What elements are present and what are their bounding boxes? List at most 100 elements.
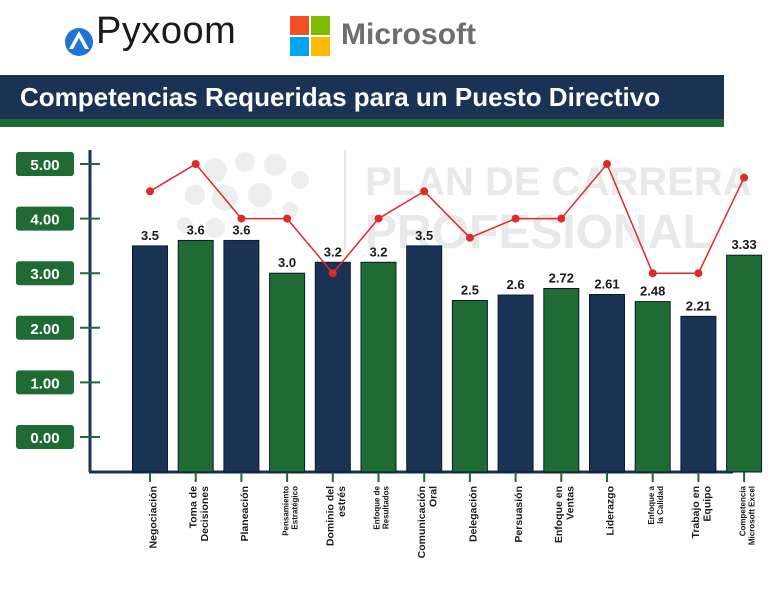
bar-value-label: 3.0 — [278, 255, 296, 270]
x-tick-label-group: Enfoque a la Calidad — [647, 485, 665, 524]
x-tick-label-group: Pensamiento Estratégico — [281, 486, 299, 536]
x-tick-label: Oral — [427, 486, 439, 507]
bar-value-label: 2.6 — [507, 277, 525, 292]
x-tick-label-group: Planeación — [239, 486, 251, 541]
x-tick-label: Enfoque en — [553, 486, 565, 543]
target-point — [465, 233, 474, 242]
x-tick-label-group: Enfoque de Resultados — [373, 485, 391, 529]
x-tick-label: Dominio del — [325, 486, 337, 546]
x-tick-label: Equipo — [702, 486, 714, 522]
x-tick-label: Comunicación — [416, 486, 428, 558]
target-point — [237, 214, 246, 223]
bar — [451, 300, 488, 473]
x-tick-label: Enfoque de — [373, 485, 382, 529]
page-title: Competencias Requeridas para un Puesto D… — [20, 82, 661, 112]
target-point — [740, 173, 749, 182]
target-point — [511, 214, 520, 223]
target-point — [557, 214, 566, 223]
watermark-line1: PLAN DE CARRERA — [365, 160, 752, 204]
x-tick-label: Competencia — [738, 485, 747, 536]
bar-value-label: 3.6 — [232, 222, 250, 237]
x-tick-label-group: Trabajo en Equipo — [690, 486, 714, 539]
bar-value-label: 2.72 — [549, 270, 574, 285]
target-point — [603, 160, 611, 168]
x-tick-label: Persuasión — [513, 486, 525, 543]
pyxoom-logo-icon — [65, 28, 93, 56]
microsoft-wordmark: Microsoft — [341, 18, 476, 51]
bar — [223, 239, 260, 473]
x-tick-label: Resultados — [382, 485, 391, 529]
target-point — [694, 269, 703, 278]
x-tick-label-group: Negociación — [148, 486, 160, 548]
target-line — [149, 162, 745, 275]
x-tick-label: Negociación — [148, 486, 160, 548]
target-point — [328, 269, 337, 278]
bar — [406, 245, 443, 473]
bar — [269, 272, 306, 473]
x-tick-label: estrés — [336, 486, 348, 517]
x-tick-label: Liderazgo — [605, 486, 617, 536]
x-tick-label: Enfoque a — [647, 485, 656, 524]
bar-value-label: 3.2 — [324, 244, 342, 259]
target-point — [420, 187, 429, 196]
target-point — [648, 269, 657, 278]
bar — [497, 294, 534, 473]
x-tick-label-group: Toma de Decisiones — [187, 486, 211, 542]
x-tick-label-group: Delegación — [467, 486, 479, 542]
bar-value-label: 2.5 — [461, 283, 479, 298]
y-tick-label: 0.00 — [30, 430, 59, 447]
bar — [543, 287, 580, 473]
brand-header — [0, 10, 768, 62]
title-underline — [0, 119, 724, 127]
target-point — [374, 214, 383, 223]
y-tick-badge — [16, 425, 74, 449]
x-tick-label-group: Enfoque en Ventas — [553, 486, 577, 543]
x-tick-label: Trabajo en — [690, 486, 702, 539]
bar-value-label: 3.2 — [369, 244, 387, 259]
target-point — [283, 214, 292, 223]
x-tick-label-group: Dominio del estrés — [325, 486, 349, 546]
y-tick-label: 4.00 — [30, 212, 59, 229]
bar — [589, 293, 625, 473]
bar — [726, 254, 763, 473]
microsoft-logo-icon — [290, 16, 330, 56]
bar-value-label: 3.5 — [415, 228, 433, 243]
bar — [314, 261, 351, 473]
x-tick-label: Planeación — [239, 486, 251, 541]
y-tick-badge — [16, 152, 74, 176]
x-tick-label: Estratégico — [290, 486, 299, 530]
bar-value-label: 2.21 — [686, 298, 711, 313]
bar — [634, 301, 671, 473]
target-point — [146, 187, 154, 196]
bar-value-label: 3.6 — [187, 222, 205, 237]
x-tick-label: Ventas — [565, 486, 577, 520]
x-tick-label: Toma de — [187, 486, 199, 529]
bar-value-label: 3.5 — [141, 228, 159, 243]
bar — [680, 315, 717, 473]
chart-axes: 0.00 1.00 2.00 3.00 4.00 5.00 — [16, 150, 746, 482]
bar — [360, 261, 397, 473]
bar-value-label: 3.33 — [731, 237, 756, 252]
y-tick-label: 5.00 — [30, 157, 59, 174]
y-tick-badge — [16, 370, 74, 395]
bar-value-label: 2.61 — [594, 276, 619, 291]
title-bar — [0, 75, 724, 119]
watermark: PLAN DE CARRERA PROFESIONAL — [177, 150, 752, 259]
y-tick-badge — [16, 315, 74, 340]
x-tick-label: la Calidad — [656, 486, 665, 524]
x-tick-label: Microsoft Excel — [747, 486, 756, 545]
y-tick-label: 2.00 — [30, 321, 59, 338]
x-tick-label: Pensamiento — [281, 486, 290, 536]
y-tick-badge — [16, 206, 74, 231]
x-tick-label: Delegación — [467, 486, 479, 542]
target-point — [191, 160, 200, 168]
x-tick-label-group: Persuasión — [513, 486, 525, 543]
y-tick-label: 1.00 — [30, 375, 59, 392]
y-tick-label: 3.00 — [30, 266, 59, 283]
x-tick-label-group: Comunicación Oral — [416, 486, 440, 558]
x-tick-label-group: Liderazgo — [605, 486, 617, 536]
x-tick-label: Decisiones — [199, 486, 211, 542]
pyxoom-wordmark: Pyxoom — [96, 10, 237, 52]
bar — [177, 239, 214, 473]
